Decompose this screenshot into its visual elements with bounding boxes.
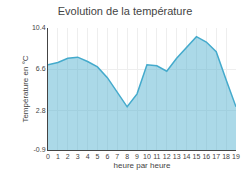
svg-text:6.6: 6.6 <box>36 65 46 72</box>
svg-text:9: 9 <box>135 153 139 160</box>
svg-text:10.4: 10.4 <box>32 24 46 31</box>
svg-text:Evolution de la température: Evolution de la température <box>58 5 193 17</box>
svg-text:13: 13 <box>173 153 181 160</box>
svg-text:2.8: 2.8 <box>36 107 46 114</box>
svg-text:4: 4 <box>86 153 90 160</box>
svg-text:2: 2 <box>66 153 70 160</box>
svg-text:6: 6 <box>105 153 109 160</box>
svg-text:-0.9: -0.9 <box>34 146 46 153</box>
svg-text:11: 11 <box>153 153 160 160</box>
svg-text:16: 16 <box>202 153 210 160</box>
svg-text:Température en °C: Température en °C <box>21 55 30 122</box>
svg-text:3: 3 <box>76 153 80 160</box>
svg-text:15: 15 <box>193 153 201 160</box>
svg-text:17: 17 <box>212 153 220 160</box>
svg-text:14: 14 <box>183 153 191 160</box>
svg-text:heure par heure: heure par heure <box>114 161 171 170</box>
svg-text:18: 18 <box>222 153 230 160</box>
svg-text:1: 1 <box>56 153 60 160</box>
svg-text:12: 12 <box>163 153 171 160</box>
svg-text:5: 5 <box>96 153 100 160</box>
svg-text:10: 10 <box>143 153 151 160</box>
svg-text:0: 0 <box>46 153 50 160</box>
svg-text:7: 7 <box>115 153 119 160</box>
svg-text:19: 19 <box>232 153 240 160</box>
svg-text:8: 8 <box>125 153 129 160</box>
